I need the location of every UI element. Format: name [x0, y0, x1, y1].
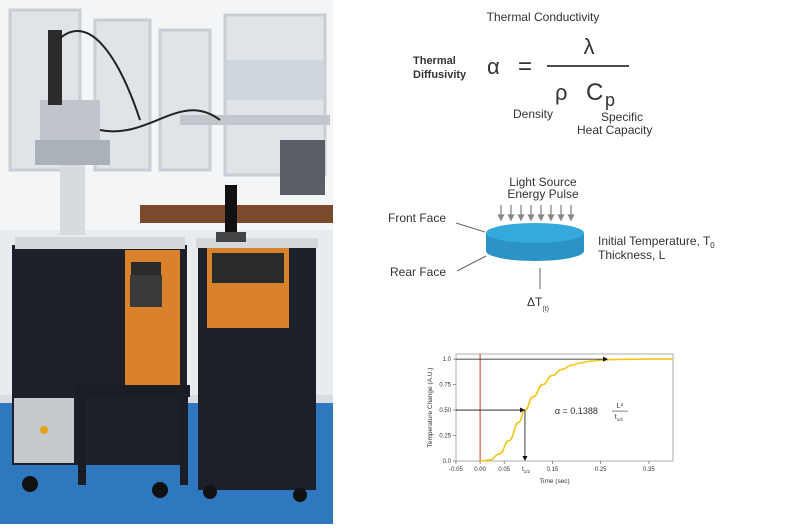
instrument-photo-drawing — [0, 0, 333, 524]
temperature-curve — [480, 358, 673, 462]
instrument-photo — [0, 0, 333, 524]
specific-heat-line2: Heat Capacity — [577, 123, 652, 137]
alpha-symbol: α — [487, 54, 500, 79]
equals-sign: = — [518, 53, 532, 80]
diffusivity-equation: α = 0.1388 L² t1/2 — [555, 403, 628, 422]
y-tick-label: 0.50 — [439, 408, 451, 414]
lambda-symbol: λ — [584, 34, 595, 59]
x-tick-label: 0.05 — [498, 467, 510, 473]
light-source-label-line2: Energy Pulse — [507, 187, 579, 201]
y-tick-label: 1.0 — [443, 357, 452, 363]
rear-face-label: Rear Face — [390, 265, 446, 279]
y-axis-label: Temperature Change (A.U.) — [427, 368, 434, 448]
pulse-arrow-head — [527, 214, 535, 222]
pulse-arrow-head — [557, 214, 565, 222]
max-rise-arrowhead — [603, 356, 609, 362]
light-source-label-line1: Light Source — [509, 175, 577, 189]
x-tick-label: 0.25 — [595, 467, 607, 473]
pulse-arrow-head — [537, 214, 545, 222]
delta-t-label: ΔT(t) — [527, 295, 549, 313]
temperature-rise-chart: 0.0 0.25 0.50 0.75 1.0 -0.05 0.00 0.05 0.15 0.25… — [427, 353, 674, 485]
initial-temperature-label: Initial Temperature, T0 — [598, 234, 715, 250]
t-half-arrowhead — [522, 456, 528, 461]
pulse-arrow-head — [497, 214, 505, 222]
front-face-leader — [455, 222, 486, 233]
x-axis-label: Time (sec) — [539, 478, 569, 485]
pulse-arrows — [497, 205, 575, 222]
pulse-arrow-head — [567, 214, 575, 222]
x-axis-ticks: -0.05 0.00 0.05 0.15 0.25 0.35 — [449, 461, 655, 473]
x-tick-label: 0.00 — [474, 467, 486, 473]
half-rise-guides — [456, 356, 609, 461]
cp-subscript: p — [605, 90, 615, 110]
y-tick-label: 0.25 — [439, 434, 451, 440]
thermal-conductivity-label: Thermal Conductivity — [487, 10, 600, 24]
lfa-diagram: Thermal Conductivity Thermal Diffusivity… — [333, 0, 800, 524]
thermal-diffusivity-label-line1: Thermal — [413, 55, 456, 67]
cp-symbol: C — [586, 79, 603, 106]
half-rise-arrowhead — [519, 407, 525, 413]
y-axis-ticks: 0.0 0.25 0.50 0.75 1.0 — [439, 357, 456, 465]
plot-frame — [455, 353, 674, 462]
specific-heat-line1: Specific — [601, 110, 643, 124]
sample-disc — [486, 223, 584, 261]
pulse-arrow-head — [517, 214, 525, 222]
thickness-label: Thickness, L — [598, 248, 666, 262]
density-label: Density — [513, 107, 553, 121]
rear-face-leader — [456, 255, 487, 272]
disc-top — [486, 223, 584, 243]
rho-symbol: ρ — [555, 80, 568, 105]
x-tick-label: -0.05 — [449, 467, 463, 473]
equation-numerator: L² — [617, 403, 624, 410]
pulse-arrow-head — [507, 214, 515, 222]
pulse-arrow-head — [547, 214, 555, 222]
equation-denominator: t1/2 — [615, 414, 624, 422]
front-face-label: Front Face — [388, 211, 446, 225]
diagram-svg: Thermal Conductivity Thermal Diffusivity… — [388, 10, 715, 485]
equation-prefix: α = 0.1388 — [555, 406, 598, 416]
x-tick-label: 0.35 — [643, 467, 655, 473]
y-tick-label: 0.0 — [443, 459, 452, 465]
x-tick-label: 0.15 — [547, 467, 559, 473]
t-half-label: t1/2 — [522, 466, 531, 474]
thermal-diffusivity-label-line2: Diffusivity — [413, 69, 467, 81]
y-tick-label: 0.75 — [439, 383, 451, 389]
